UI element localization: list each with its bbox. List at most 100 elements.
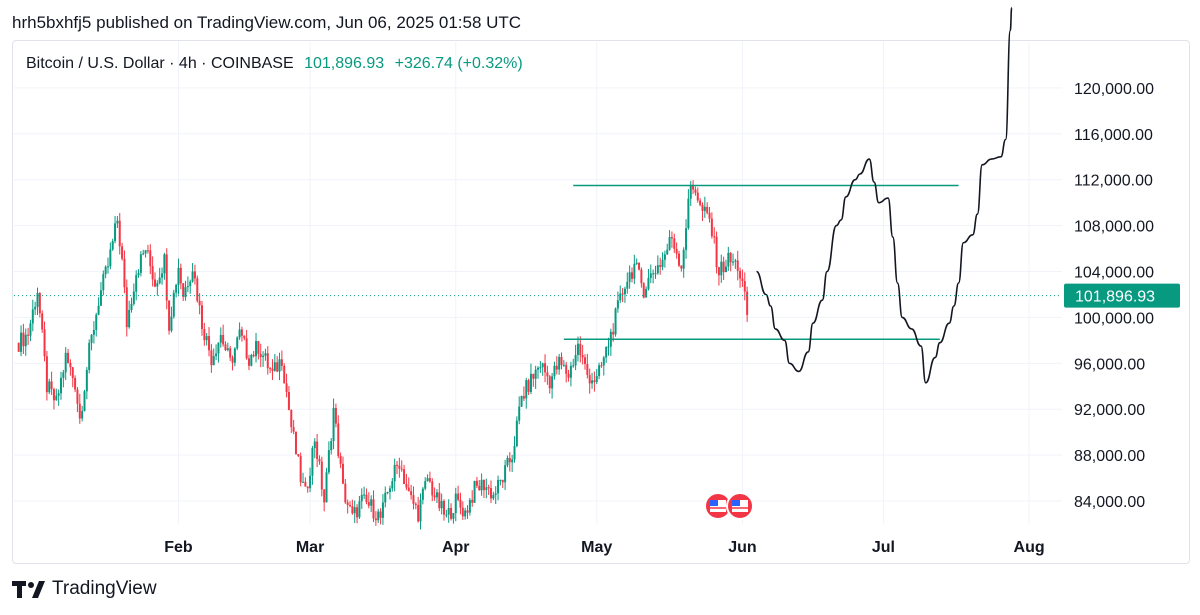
time-axis-label: Jun — [728, 539, 756, 556]
candle-body — [367, 502, 370, 506]
candle-body — [579, 343, 582, 356]
candle-body — [487, 487, 490, 489]
candle-body — [379, 511, 382, 518]
time-axis-label: May — [581, 539, 612, 556]
candle-body — [24, 334, 27, 347]
candle-body — [553, 365, 556, 377]
candle-body — [713, 236, 716, 238]
price-axis-label: 88,000.00 — [1074, 448, 1145, 465]
candle-body — [320, 461, 323, 490]
candle-body — [626, 281, 629, 289]
price-axis-label: 108,000.00 — [1074, 219, 1154, 236]
candle-body — [661, 259, 664, 267]
candle-body — [240, 329, 243, 336]
candle-body — [522, 396, 525, 399]
candle-body — [412, 495, 415, 504]
candle-body — [417, 505, 420, 522]
candle-body — [36, 293, 39, 307]
candle-body — [640, 269, 643, 284]
candle-body — [600, 365, 603, 367]
candle-body — [567, 373, 570, 378]
candle-body — [692, 184, 695, 190]
candle-body — [663, 254, 666, 260]
us-flag-event-icon[interactable] — [726, 492, 754, 520]
candle-body — [546, 372, 549, 377]
candle-body — [306, 486, 309, 489]
candle-body — [266, 353, 269, 369]
candle-body — [292, 427, 295, 432]
candle-body — [680, 265, 683, 269]
candle-body — [724, 266, 727, 273]
candle-body — [654, 273, 657, 275]
price-axis-label: 104,000.00 — [1074, 265, 1154, 282]
candle-body — [473, 480, 476, 503]
candle-body — [156, 283, 159, 287]
candle-body — [203, 328, 206, 341]
candle-body — [20, 332, 23, 352]
candle-body — [128, 310, 131, 328]
candle-body — [421, 488, 424, 500]
candle-body — [168, 300, 171, 331]
candle-body — [243, 335, 246, 339]
candle-body — [219, 334, 222, 343]
candle-body — [670, 237, 673, 239]
candle-body — [132, 291, 135, 304]
candle-body — [598, 365, 601, 377]
price-axis-label: 120,000.00 — [1074, 81, 1154, 98]
candle-body — [708, 212, 711, 219]
candle-body — [433, 495, 436, 498]
candle-body — [443, 500, 446, 515]
candle-body — [247, 358, 250, 366]
candle-body — [548, 376, 551, 389]
candle-body — [341, 463, 344, 484]
current-price-tag-text: 101,896.93 — [1075, 289, 1155, 306]
candle-body — [255, 341, 258, 357]
candle-body — [271, 368, 274, 371]
candle-body — [226, 348, 229, 351]
candle-body — [699, 200, 702, 205]
candle-body — [560, 356, 563, 366]
tradingview-brand-name: TradingView — [52, 578, 157, 599]
footer-brand[interactable]: TradingView — [12, 578, 157, 600]
candle-body — [57, 393, 60, 396]
grid-lines — [14, 42, 1062, 524]
time-axis-label: Jul — [872, 539, 895, 556]
candle-body — [452, 513, 455, 519]
candle-body — [565, 364, 568, 374]
candle-body — [193, 271, 196, 279]
candle-body — [515, 420, 518, 447]
candle-body — [391, 481, 394, 489]
candle-body — [464, 510, 467, 517]
time-axis-label: Aug — [1014, 539, 1045, 556]
candle-body — [633, 263, 636, 279]
candle-body — [471, 499, 474, 503]
candle-body — [280, 359, 283, 366]
candle-body — [349, 505, 352, 507]
candle-body — [137, 272, 140, 276]
candle-body — [619, 293, 622, 301]
candle-body — [97, 305, 100, 315]
candle-body — [182, 283, 185, 297]
candle-body — [513, 446, 516, 460]
candle-body — [555, 365, 558, 370]
candle-body — [283, 365, 286, 384]
candle-body — [90, 334, 93, 343]
price-axis-label: 100,000.00 — [1074, 310, 1154, 327]
current-price-tag — [1064, 283, 1180, 308]
candle-body — [121, 246, 124, 259]
candle-body — [316, 441, 319, 460]
candle-body — [161, 273, 164, 278]
candle-body — [461, 507, 464, 517]
candle-body — [593, 380, 596, 382]
candle-body — [346, 502, 349, 506]
chart-legend: Bitcoin / U.S. Dollar · 4h · COINBASE 10… — [26, 55, 523, 73]
candle-body — [703, 206, 706, 211]
candle-body — [81, 410, 84, 419]
candle-body — [381, 502, 384, 518]
candle-body — [466, 510, 469, 513]
candle-body — [158, 277, 161, 284]
candle-body — [649, 273, 652, 278]
candle-body — [325, 472, 328, 503]
candle-body — [400, 468, 403, 470]
